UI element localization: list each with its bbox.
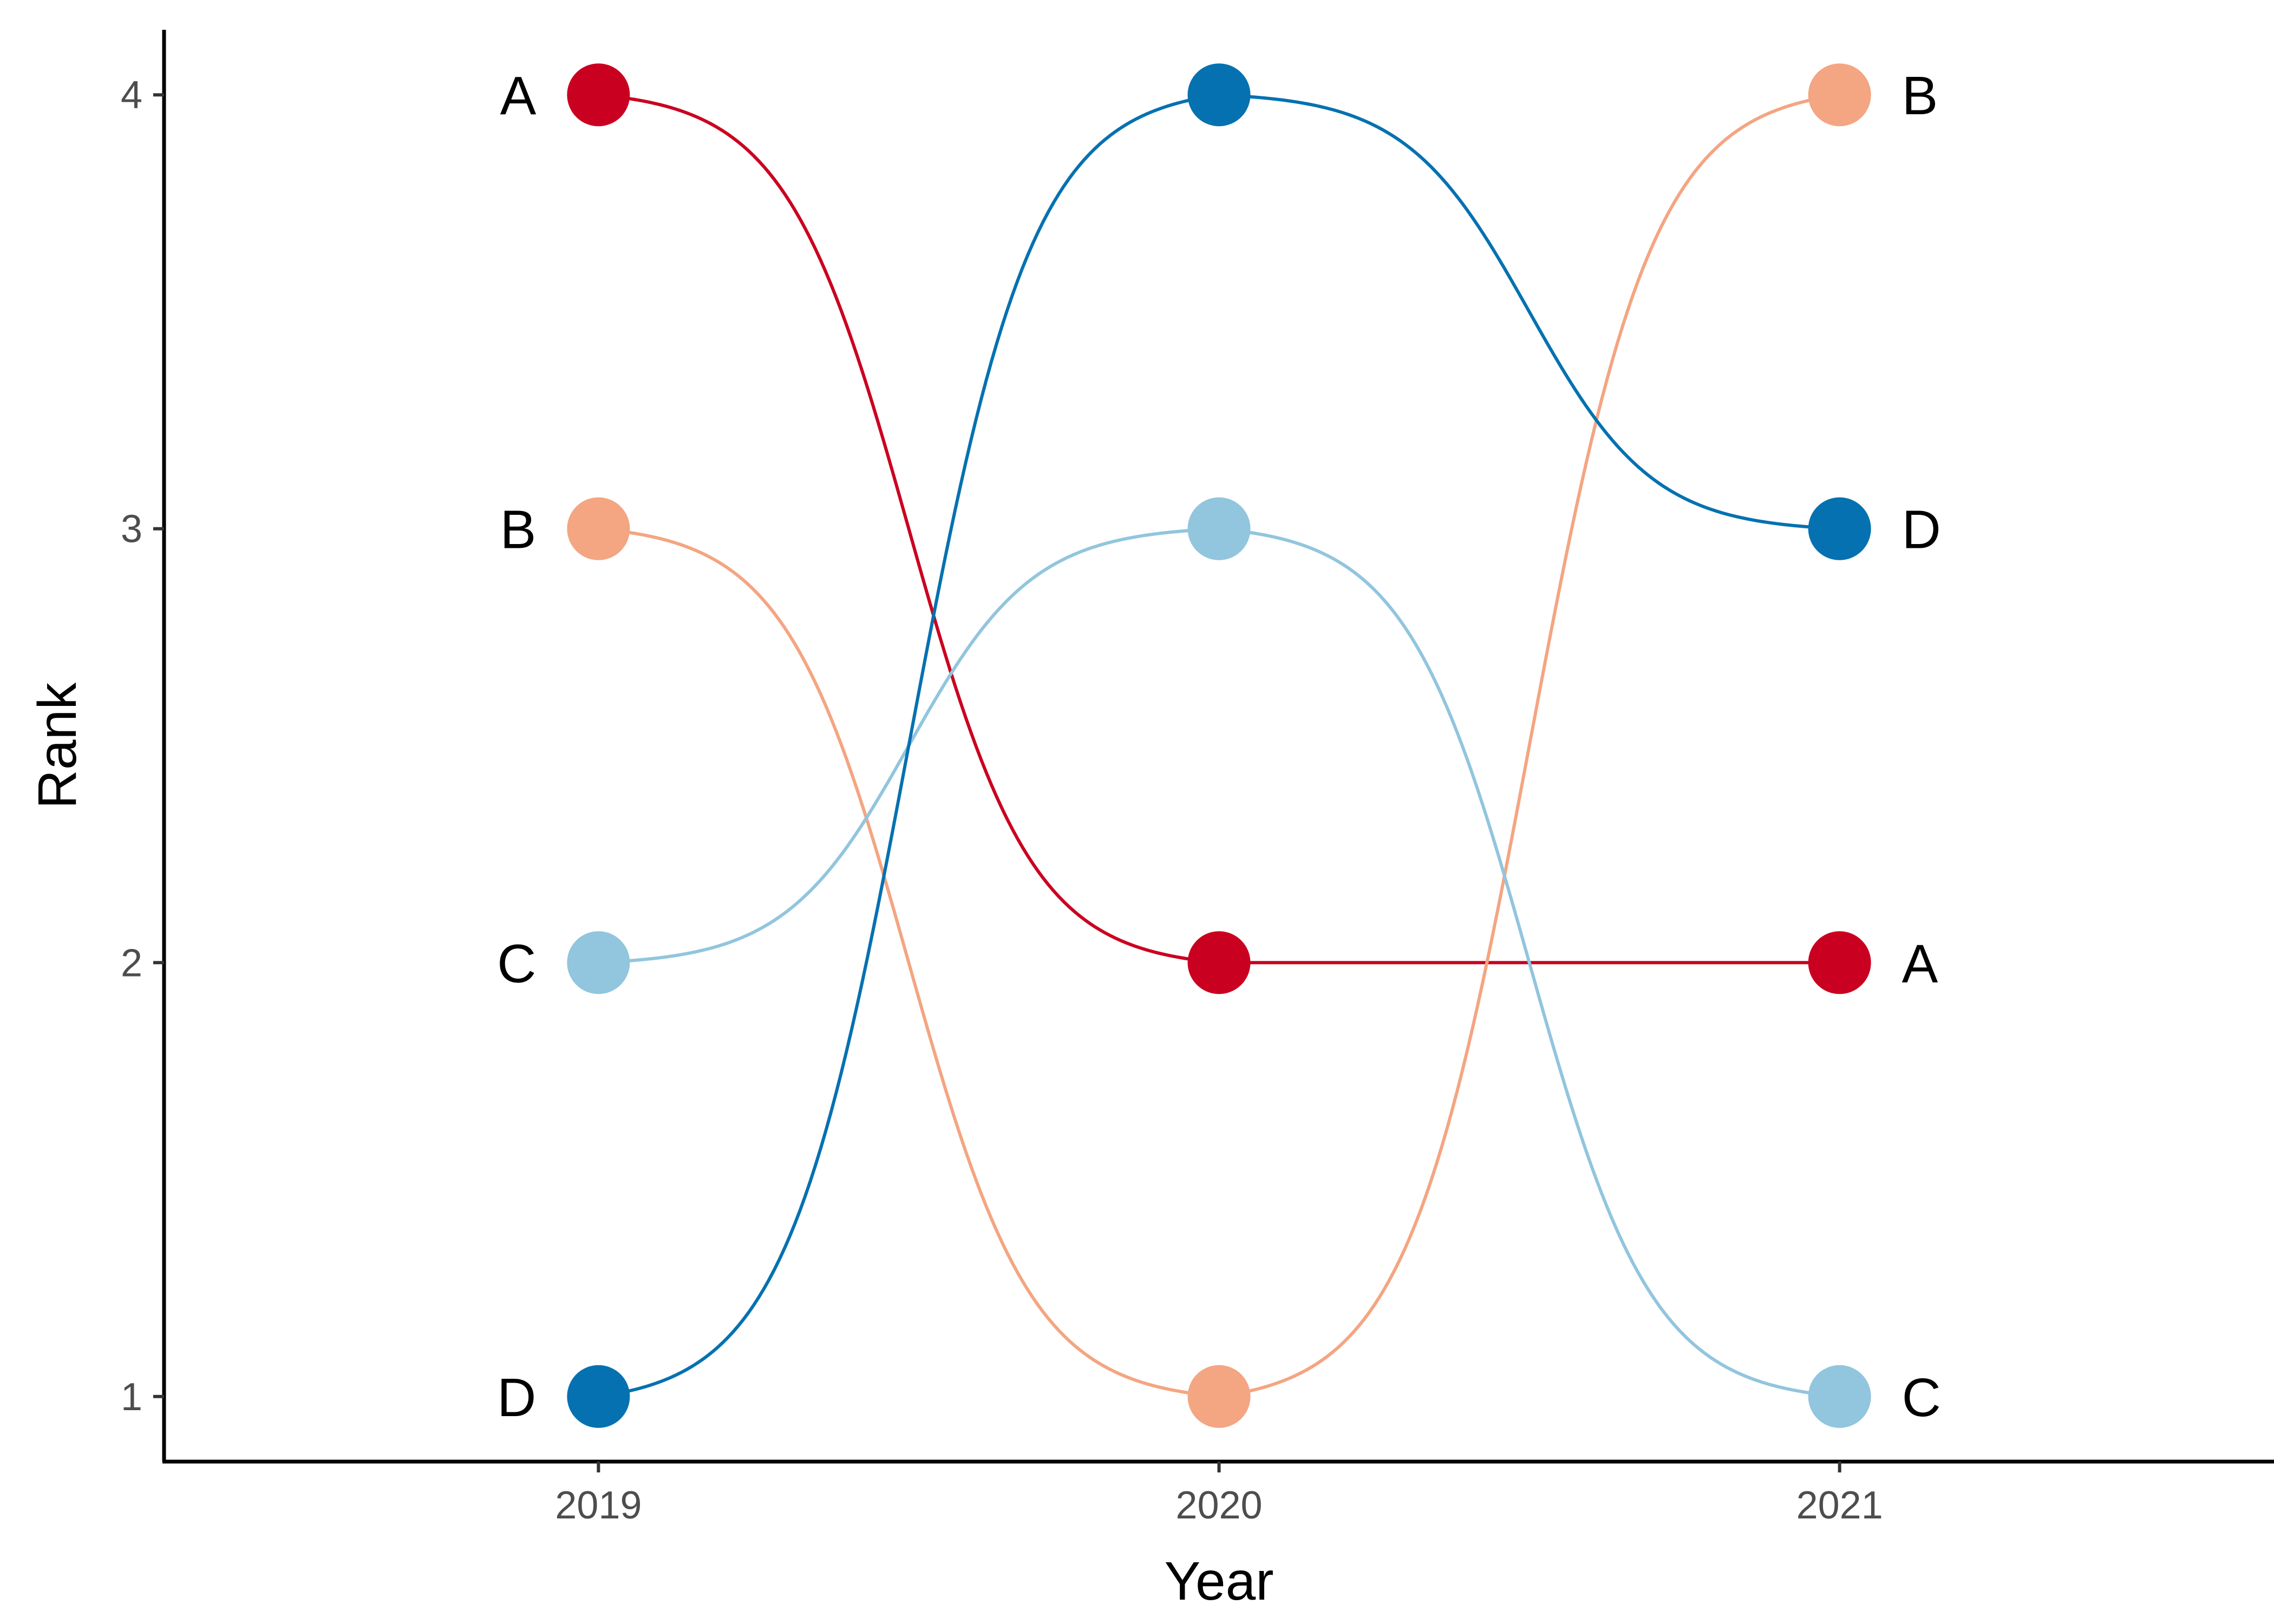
y-tick-label: 1 — [121, 1376, 142, 1419]
axes: 1 2 3 4 2019 2020 2021 Year Rank — [27, 30, 2274, 1612]
y-axis-title: Rank — [27, 682, 88, 809]
point-a-2021 — [1808, 931, 1871, 994]
point-a-2020 — [1187, 931, 1251, 994]
y-axis-ticks: 1 2 3 4 — [121, 74, 164, 1419]
point-b-2019 — [567, 497, 630, 560]
series-line-d — [598, 93, 1840, 1398]
y-tick-label: 3 — [121, 508, 142, 551]
x-axis-ticks: 2019 2020 2021 — [555, 1462, 1883, 1527]
point-b-2021 — [1808, 63, 1871, 127]
point-d-2020 — [1187, 63, 1251, 127]
series-label-right-d: D — [1902, 500, 1941, 560]
series-label-right-a: A — [1902, 933, 1938, 994]
series-label-left-b: B — [500, 500, 537, 560]
y-tick-label: 4 — [121, 74, 142, 117]
x-tick-label: 2020 — [1175, 1484, 1262, 1527]
point-c-2021 — [1808, 1365, 1871, 1428]
series-label-right-c: C — [1902, 1367, 1941, 1428]
series-labels: A A B B C C D D — [497, 66, 1941, 1428]
series-lines — [598, 93, 1840, 1398]
point-a-2019 — [567, 63, 630, 127]
point-d-2019 — [567, 1365, 630, 1428]
point-c-2020 — [1187, 497, 1251, 560]
x-tick-label: 2019 — [555, 1484, 642, 1527]
series-label-left-c: C — [497, 933, 536, 994]
series-line-b — [598, 93, 1840, 1398]
series-label-right-b: B — [1902, 66, 1938, 126]
series-points — [567, 63, 1871, 1428]
x-axis-title: Year — [1164, 1551, 1273, 1612]
x-tick-label: 2021 — [1796, 1484, 1883, 1527]
point-d-2021 — [1808, 497, 1871, 560]
series-label-left-a: A — [500, 66, 537, 126]
point-b-2020 — [1187, 1365, 1251, 1428]
point-c-2019 — [567, 931, 630, 994]
series-label-left-d: D — [497, 1367, 536, 1428]
y-tick-label: 2 — [121, 941, 142, 985]
